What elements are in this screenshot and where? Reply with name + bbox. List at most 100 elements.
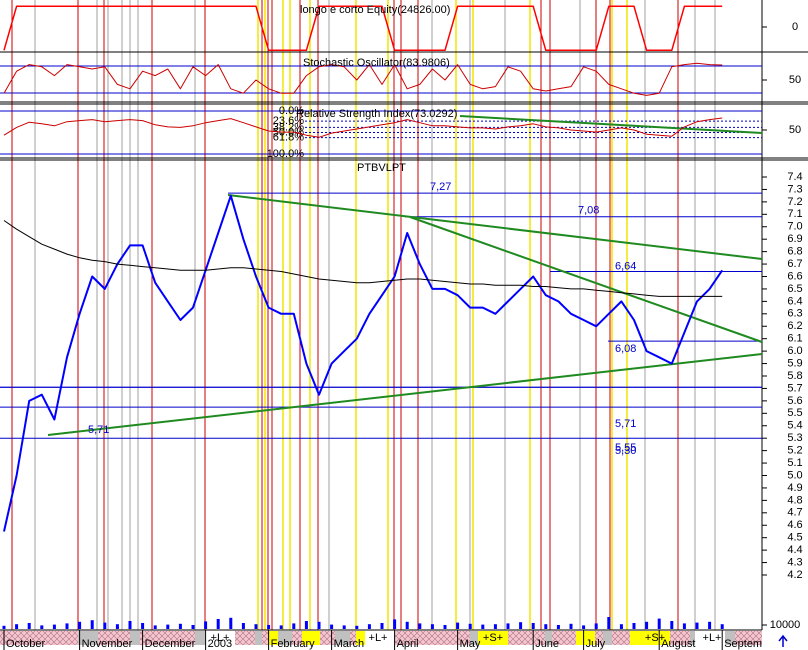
y-tick-label: 4.5 xyxy=(787,532,802,544)
y-tick-label: 4.9 xyxy=(787,482,802,494)
volume-bar xyxy=(456,622,460,629)
volume-bar xyxy=(229,617,233,629)
volume-bar xyxy=(531,623,535,629)
volume-bar xyxy=(682,623,686,629)
volume-bar xyxy=(657,618,661,629)
volume-bar xyxy=(708,621,712,629)
x-tick-label: August xyxy=(661,638,695,650)
band-block xyxy=(268,631,278,645)
scroll-arrow[interactable] xyxy=(778,634,788,647)
y-tick-label: 5.5 xyxy=(787,407,802,419)
series-line xyxy=(3,117,723,138)
volume-bar xyxy=(544,624,548,629)
volume-bar xyxy=(279,625,283,629)
x-tick-label: July xyxy=(586,638,606,650)
volume-bar xyxy=(481,624,485,629)
y-tick-label: 5.3 xyxy=(787,432,802,444)
fib-label: 0.0% xyxy=(279,105,304,117)
signal-band xyxy=(0,631,762,645)
volume-bar xyxy=(241,623,245,629)
volume-bar xyxy=(153,625,157,629)
band-block xyxy=(255,631,262,645)
x-tick-label: December xyxy=(145,638,196,650)
signal-label: +L+ xyxy=(369,632,388,644)
level-label: 5,71 xyxy=(615,418,636,430)
volume-bar xyxy=(607,617,611,629)
volume-bar xyxy=(342,625,346,629)
volume-bar xyxy=(27,623,31,629)
y-tick-label: 5.6 xyxy=(787,395,802,407)
band-block xyxy=(130,631,140,645)
volume-bar xyxy=(90,620,94,629)
volume-bar xyxy=(103,622,107,629)
volume-bar xyxy=(380,623,384,629)
levels xyxy=(0,110,762,439)
panel-title: PTBVLPT xyxy=(357,162,406,174)
volume-bar xyxy=(468,623,472,629)
band-block xyxy=(78,631,98,645)
band-block xyxy=(576,631,595,645)
y-tick-label: 6.7 xyxy=(787,258,802,270)
x-tick-label: April xyxy=(397,638,419,650)
y-tick-label: 6.4 xyxy=(787,295,802,307)
y-tick-label: 6.2 xyxy=(787,320,802,332)
y-tick-label: 5.1 xyxy=(787,457,802,469)
series: 050507.47.37.27.17.06.96.86.76.66.56.46.… xyxy=(2,5,803,650)
volume-bar xyxy=(355,625,359,629)
volume-bar xyxy=(695,622,699,629)
x-tick-label: 2003 xyxy=(208,638,232,650)
volume-bar xyxy=(569,623,573,629)
signal-lines xyxy=(11,0,716,630)
band-block xyxy=(470,631,478,645)
volume-bar xyxy=(506,623,510,629)
series-line xyxy=(3,5,723,52)
y-tick-label: 5.4 xyxy=(787,420,802,432)
level-label: 7,27 xyxy=(430,181,451,193)
volume-bar xyxy=(519,622,523,629)
y-tick-label: 0 xyxy=(792,21,798,33)
volume-bar xyxy=(254,624,258,629)
volume-bar xyxy=(204,621,208,629)
volume-bar xyxy=(405,621,409,629)
signal-label: +S+ xyxy=(645,632,665,644)
band-block xyxy=(690,631,698,645)
volume-bar xyxy=(40,625,44,629)
y-tick-label: 4.2 xyxy=(787,569,802,581)
x-tick-label: Septem xyxy=(724,638,762,650)
volume-bar xyxy=(670,621,674,629)
volume-bar xyxy=(191,625,195,629)
band-block xyxy=(195,631,205,645)
y-tick-label: 5.2 xyxy=(787,445,802,457)
level-label: 5,55 xyxy=(615,442,636,454)
volume-bar xyxy=(418,623,422,629)
panel-title: longo e corto Equity(24826.00) xyxy=(300,4,450,16)
volume-bar xyxy=(216,619,220,629)
x-tick-label: March xyxy=(334,638,365,650)
level-label: 7,08 xyxy=(578,205,599,217)
volume-bar xyxy=(128,621,132,629)
band-block xyxy=(365,631,395,645)
volume-bar xyxy=(15,624,19,629)
series-line xyxy=(3,62,723,96)
volume-bar xyxy=(367,624,371,629)
x-tick-label: May xyxy=(460,638,481,650)
band-block xyxy=(630,631,670,645)
y-tick-label: 50 xyxy=(789,124,801,136)
volume-bar xyxy=(267,625,271,629)
y-tick-label: 7.3 xyxy=(787,183,802,195)
volume-bar xyxy=(78,621,82,629)
panel-title: Stochastic Oscillator(83.9806) xyxy=(303,57,450,69)
band-block xyxy=(725,631,735,645)
panel-title: Relative Strength Index(73.0292) xyxy=(296,108,457,120)
volume-bar xyxy=(52,624,56,629)
y-tick-label: 6.0 xyxy=(787,345,802,357)
y-tick-label: 6.1 xyxy=(787,333,802,345)
volume-bar xyxy=(115,624,119,629)
y-tick-label: 6.5 xyxy=(787,283,802,295)
band-block xyxy=(695,631,725,645)
y-tick-label: 6.8 xyxy=(787,246,802,258)
band-block xyxy=(545,631,552,645)
volume-bar xyxy=(645,621,649,629)
y-tick-label: 4.4 xyxy=(787,544,802,556)
